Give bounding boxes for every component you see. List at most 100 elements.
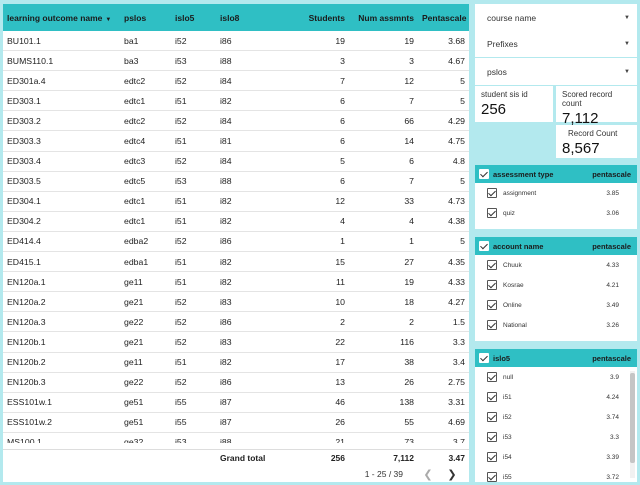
- table-cell: i52: [175, 156, 187, 167]
- table-row[interactable]: ED304.2 edtc1 i51 i82 4 4 4.38: [3, 212, 469, 232]
- table-row[interactable]: EN120b.2 ge11 i51 i82 17 38 3.4: [3, 353, 469, 373]
- filter-item[interactable]: Kosrae 4.21: [475, 275, 637, 295]
- filter-item-label: i53: [503, 433, 512, 441]
- table-row[interactable]: ED303.3 edtc4 i51 i81 6 14 4.75: [3, 131, 469, 152]
- checkbox-checked-icon[interactable]: [479, 241, 489, 251]
- table-cell: i51: [175, 95, 187, 106]
- filter-item[interactable]: i54 3.39: [475, 447, 637, 467]
- filter-item-label: i52: [503, 413, 512, 421]
- table-row[interactable]: ED414.4 edba2 i52 i86 1 1 5: [3, 232, 469, 253]
- islo5-header[interactable]: islo5: [493, 353, 511, 363]
- filter-item[interactable]: null 3.9: [475, 367, 637, 387]
- checkbox-checked-icon[interactable]: [487, 260, 497, 270]
- table-cell: i51: [175, 276, 187, 287]
- col-header-islo8[interactable]: islo8: [220, 12, 240, 23]
- account-name-filter: account name pentascale Chuuk 4.33 Kosrae 4…: [475, 237, 637, 341]
- filter-item[interactable]: assignment 3.85: [475, 183, 637, 203]
- prefixes-dropdown[interactable]: Prefixes ▼: [475, 30, 637, 57]
- table-cell: i84: [220, 75, 232, 86]
- table-row[interactable]: ED303.1 edtc1 i51 i82 6 7 5: [3, 91, 469, 112]
- assessment-type-metric-header[interactable]: pentascale: [592, 169, 631, 179]
- table-cell: ED303.3: [7, 136, 41, 147]
- filter-item-label: i51: [503, 393, 512, 401]
- table-row[interactable]: BU101.1 ba1 i52 i86 19 19 3.68: [3, 31, 469, 52]
- table-cell: edtc2: [124, 115, 146, 126]
- col-header-pentascale[interactable]: Pentascale: [422, 12, 467, 23]
- table-cell: i55: [175, 417, 187, 428]
- chevron-left-icon[interactable]: ❮: [423, 468, 433, 481]
- table-cell: ge11: [124, 276, 143, 287]
- checkbox-checked-icon[interactable]: [487, 472, 497, 482]
- account-name-header[interactable]: account name: [493, 241, 544, 251]
- checkbox-checked-icon[interactable]: [479, 169, 489, 179]
- checkbox-checked-icon[interactable]: [487, 392, 497, 402]
- checkbox-checked-icon[interactable]: [487, 188, 497, 198]
- assessment-type-header[interactable]: assessment type: [493, 169, 554, 179]
- chevron-right-icon[interactable]: ❯: [447, 468, 457, 481]
- table-cell: ED303.4: [7, 156, 41, 167]
- filter-item[interactable]: Online 3.49: [475, 295, 637, 315]
- filter-item[interactable]: Chuuk 4.33: [475, 255, 637, 275]
- islo5-scrollbar[interactable]: [630, 371, 635, 478]
- checkbox-checked-icon[interactable]: [487, 452, 497, 462]
- table-cell: 5: [460, 75, 465, 86]
- table-row[interactable]: ED303.5 edtc5 i53 i88 6 7 5: [3, 172, 469, 192]
- filter-item[interactable]: i55 3.72: [475, 467, 637, 482]
- table-cell: 2: [409, 316, 414, 327]
- table-cell: 3.31: [448, 397, 465, 408]
- islo5-metric-header[interactable]: pentascale: [592, 353, 631, 363]
- table-row[interactable]: ED303.2 edtc2 i52 i84 6 66 4.29: [3, 111, 469, 132]
- filter-item[interactable]: National 3.26: [475, 315, 637, 335]
- table-cell: i82: [220, 95, 232, 106]
- checkbox-checked-icon[interactable]: [487, 280, 497, 290]
- filter-item[interactable]: i53 3.3: [475, 427, 637, 447]
- table-cell: 4.69: [448, 417, 465, 428]
- table-cell: 18: [404, 296, 414, 307]
- table-cell: ge21: [124, 296, 144, 307]
- col-header-learning-outcome-name[interactable]: learning outcome name ▼: [7, 12, 112, 23]
- table-cell: i53: [175, 437, 187, 443]
- table-cell: 19: [404, 35, 414, 46]
- table-row[interactable]: EN120a.2 ge21 i52 i83 10 18 4.27: [3, 292, 469, 313]
- table-row[interactable]: EN120b.3 ge22 i52 i86 13 26 2.75: [3, 373, 469, 393]
- table-row[interactable]: EN120b.1 ge21 i52 i83 22 116 3.3: [3, 332, 469, 353]
- table-cell: 4.67: [448, 55, 465, 66]
- checkbox-checked-icon[interactable]: [487, 412, 497, 422]
- course-name-dropdown[interactable]: course name ▼: [475, 4, 637, 31]
- pslos-dropdown[interactable]: pslos ▼: [475, 58, 637, 85]
- table-cell: 4.33: [448, 276, 465, 287]
- table-row[interactable]: ED304.1 edtc1 i51 i82 12 33 4.73: [3, 192, 469, 212]
- table-cell: 6: [340, 115, 345, 126]
- col-header-students[interactable]: Students: [308, 12, 345, 23]
- table-row[interactable]: ED303.4 edtc3 i52 i84 5 6 4.8: [3, 152, 469, 172]
- table-row[interactable]: EN120a.1 ge11 i51 i82 11 19 4.33: [3, 272, 469, 293]
- table-row[interactable]: ED415.1 edba1 i51 i82 15 27 4.35: [3, 252, 469, 273]
- checkbox-checked-icon[interactable]: [479, 353, 489, 363]
- filter-item-value: 3.85: [606, 189, 619, 197]
- table-row[interactable]: BUMS110.1 ba3 i53 i88 3 3 4.67: [3, 51, 469, 72]
- filter-item[interactable]: i51 4.24: [475, 387, 637, 407]
- filter-item-value: 3.39: [606, 453, 619, 461]
- table-row[interactable]: MS100.1 ge32 i53 i88 21 73 3.7: [3, 433, 469, 443]
- checkbox-checked-icon[interactable]: [487, 432, 497, 442]
- col-header-num-assmnts[interactable]: Num assmnts: [358, 12, 414, 23]
- col-header-islo5[interactable]: islo5: [175, 12, 195, 23]
- col-header-pslos[interactable]: pslos: [124, 12, 147, 23]
- checkbox-checked-icon[interactable]: [487, 300, 497, 310]
- table-row[interactable]: ED301a.4 edtc2 i52 i84 7 12 5: [3, 71, 469, 92]
- checkbox-checked-icon[interactable]: [487, 320, 497, 330]
- table-row[interactable]: ESS101w.2 ge51 i55 i87 26 55 4.69: [3, 413, 469, 433]
- table-row[interactable]: ESS101w.1 ge51 i55 i87 46 138 3.31: [3, 393, 469, 413]
- account-name-metric-header[interactable]: pentascale: [592, 241, 631, 251]
- filter-item[interactable]: quiz 3.06: [475, 203, 637, 223]
- table-row[interactable]: EN120a.3 ge22 i52 i86 2 2 1.5: [3, 312, 469, 333]
- filter-item[interactable]: i52 3.74: [475, 407, 637, 427]
- table-cell: ge22: [124, 377, 144, 388]
- table-cell: i53: [175, 55, 187, 66]
- islo5-scrollbar-thumb[interactable]: [630, 373, 635, 463]
- grand-total-num-assmnts: 7,112: [393, 452, 414, 463]
- table-cell: 19: [335, 35, 345, 46]
- filter-item-label: Chuuk: [503, 261, 522, 269]
- checkbox-checked-icon[interactable]: [487, 372, 497, 382]
- checkbox-checked-icon[interactable]: [487, 208, 497, 218]
